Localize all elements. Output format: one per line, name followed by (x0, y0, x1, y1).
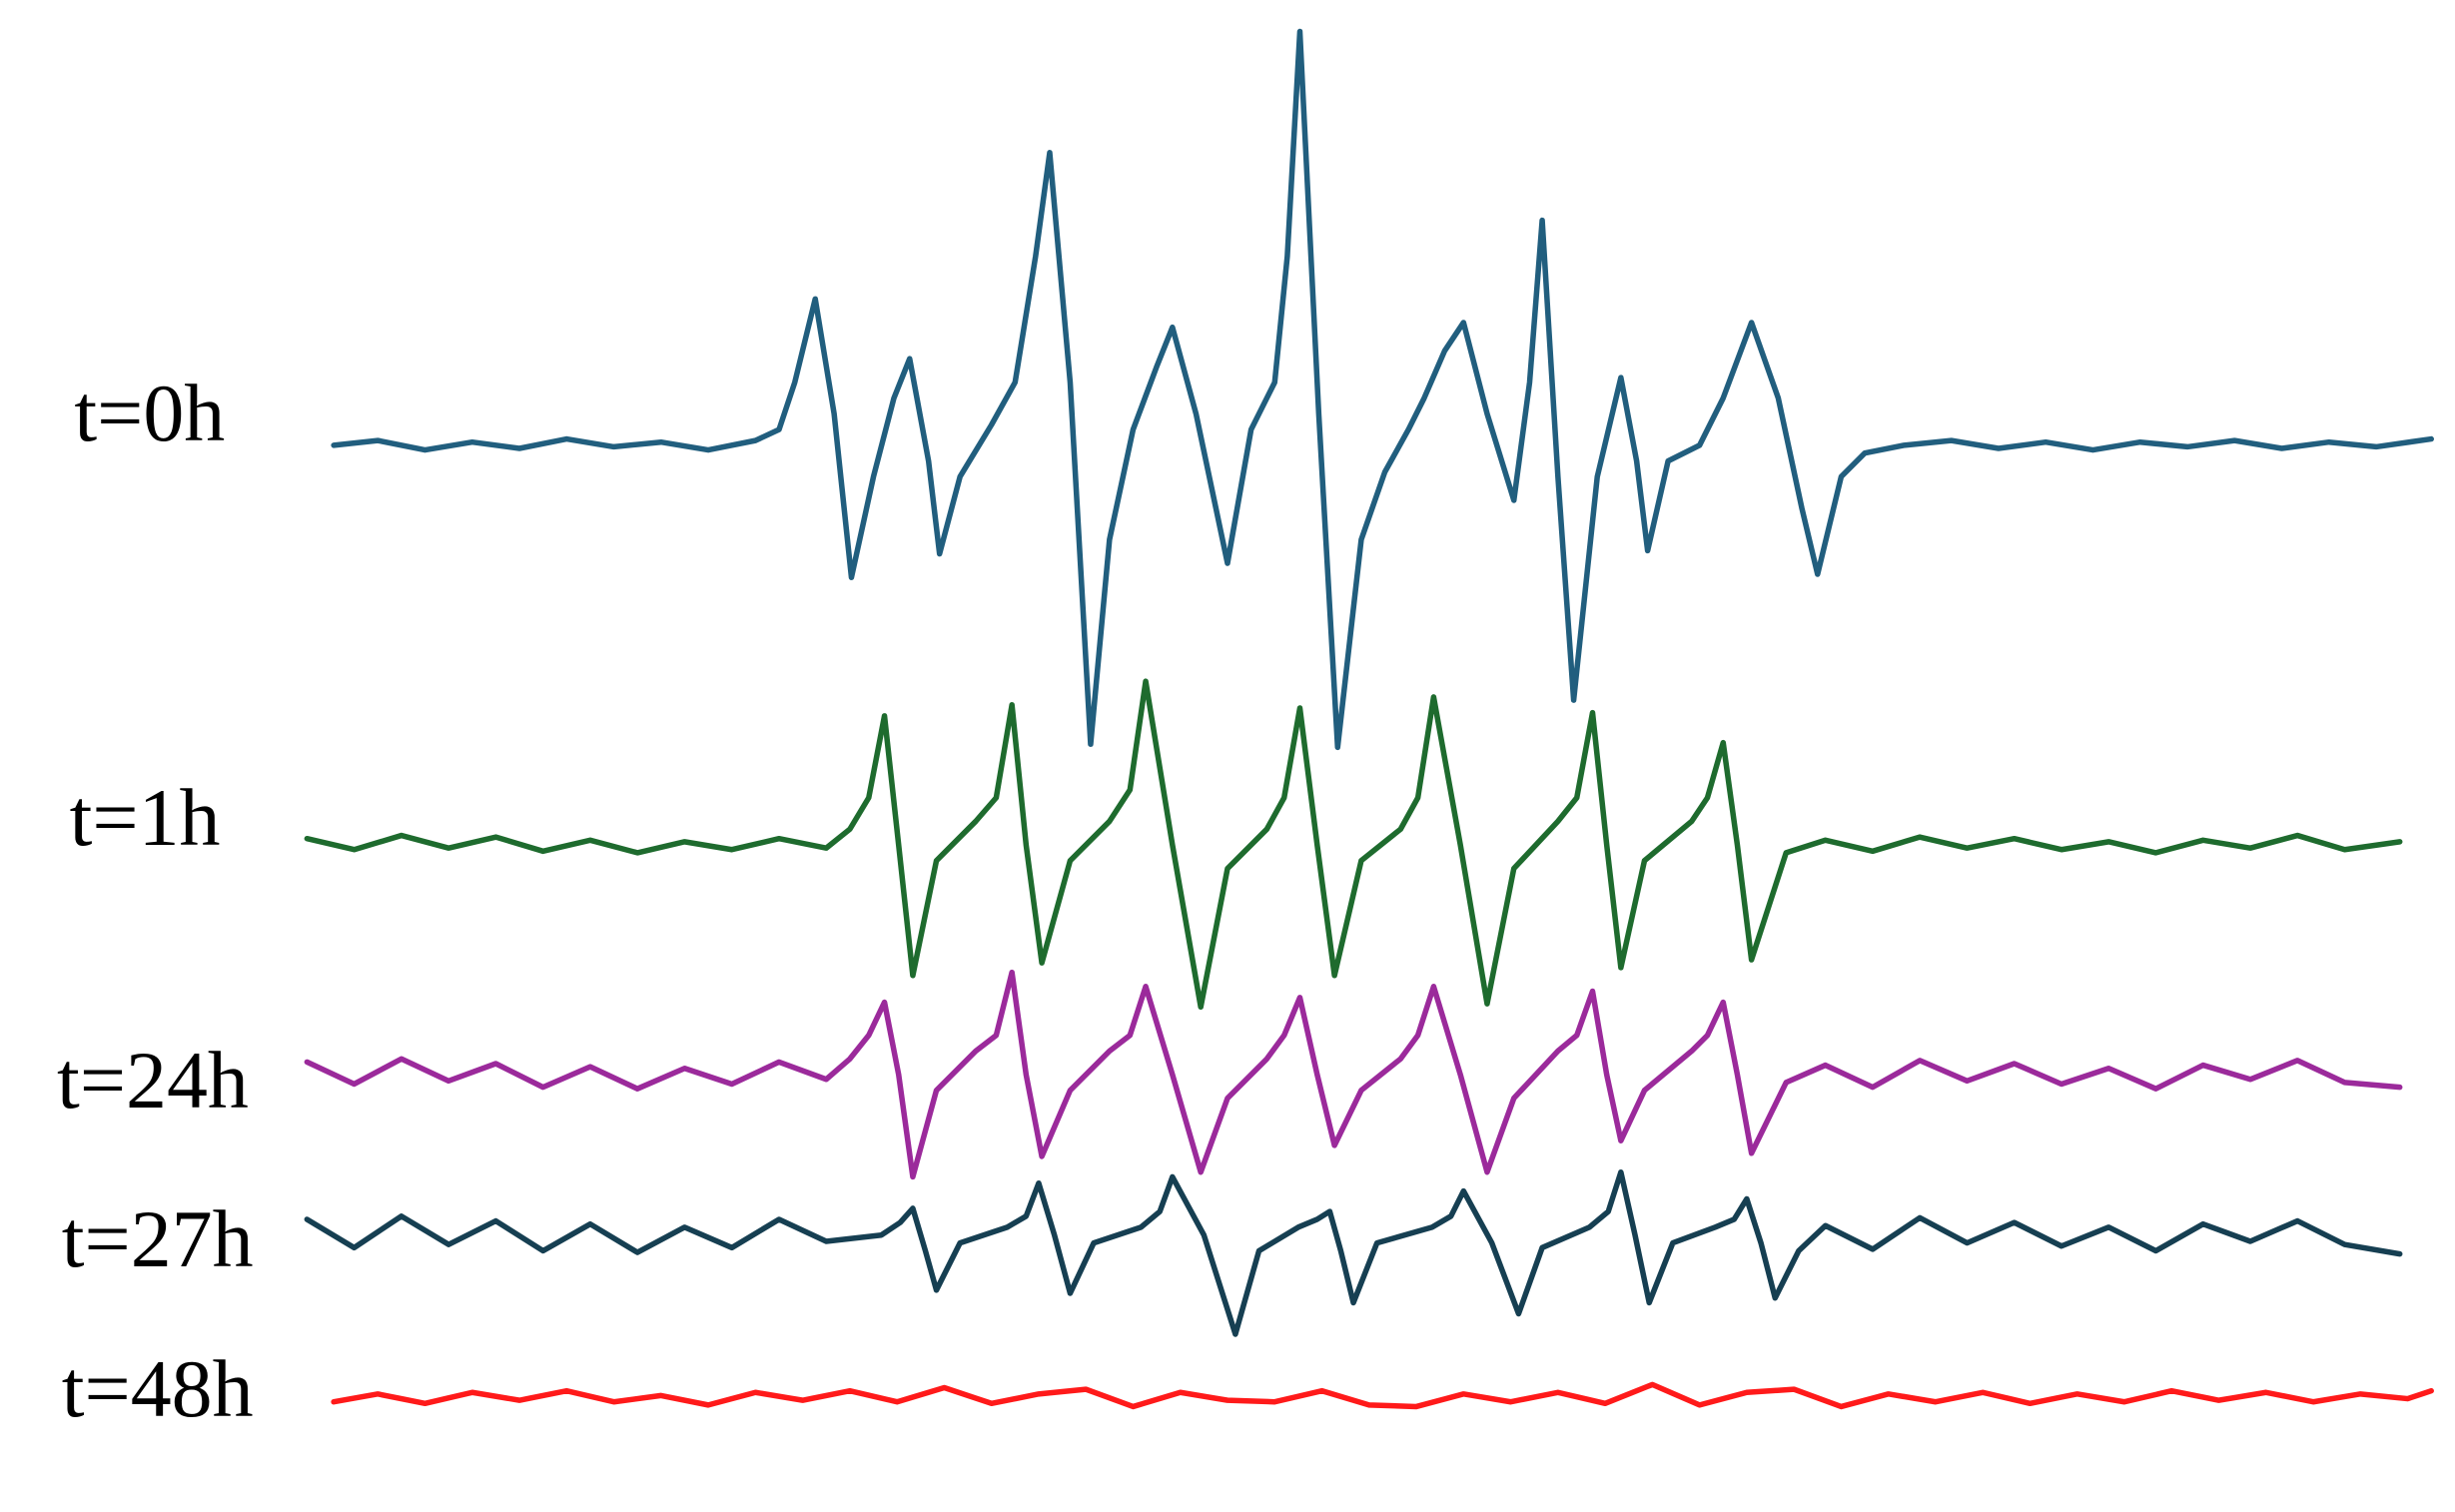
spectrum-line (304, 678, 2403, 1011)
series-label: t=27h (62, 1193, 254, 1284)
spectrum-line (331, 28, 2434, 751)
series-label: t=0h (74, 368, 225, 458)
spectrum-line (304, 969, 2403, 1180)
series-label: t=1h (70, 772, 221, 863)
spectrum-line (331, 1381, 2434, 1410)
spectrum-line (304, 1168, 2403, 1337)
series-label: t=48h (62, 1343, 254, 1434)
series-label: t=24h (57, 1035, 249, 1126)
